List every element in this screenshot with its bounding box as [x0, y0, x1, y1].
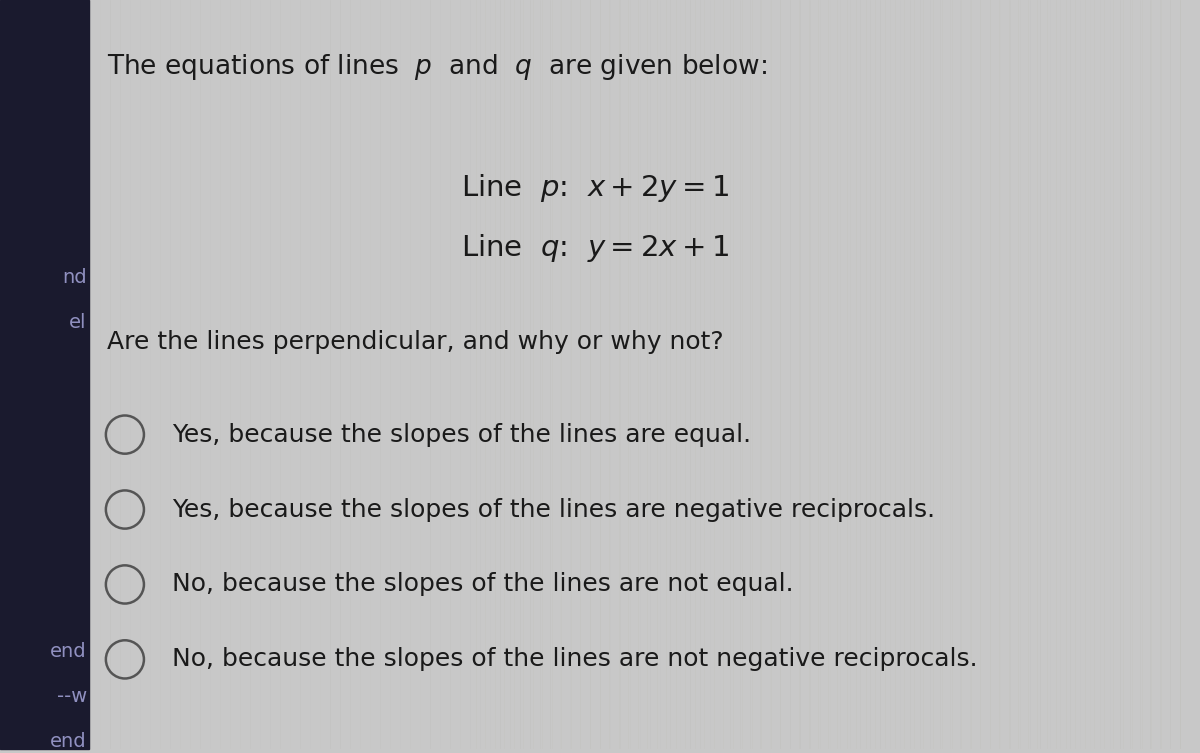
Bar	[0, 0, 89, 749]
Text: The equations of lines  $p$  and  $q$  are given below:: The equations of lines $p$ and $q$ are g…	[107, 53, 767, 82]
Text: Are the lines perpendicular, and why or why not?: Are the lines perpendicular, and why or …	[107, 330, 724, 354]
Text: Yes, because the slopes of the lines are negative reciprocals.: Yes, because the slopes of the lines are…	[173, 498, 936, 522]
Text: Line  $q$:  $y = 2x + 1$: Line $q$: $y = 2x + 1$	[461, 232, 728, 264]
Text: end: end	[50, 642, 86, 661]
Text: el: el	[70, 312, 86, 332]
Text: No, because the slopes of the lines are not negative reciprocals.: No, because the slopes of the lines are …	[173, 648, 978, 672]
Text: --w: --w	[56, 687, 86, 706]
Text: Yes, because the slopes of the lines are equal.: Yes, because the slopes of the lines are…	[173, 422, 751, 447]
Text: nd: nd	[62, 268, 86, 287]
Text: end: end	[50, 733, 86, 751]
Text: Line  $p$:  $x + 2y = 1$: Line $p$: $x + 2y = 1$	[461, 172, 728, 204]
Text: No, because the slopes of the lines are not equal.: No, because the slopes of the lines are …	[173, 572, 794, 596]
